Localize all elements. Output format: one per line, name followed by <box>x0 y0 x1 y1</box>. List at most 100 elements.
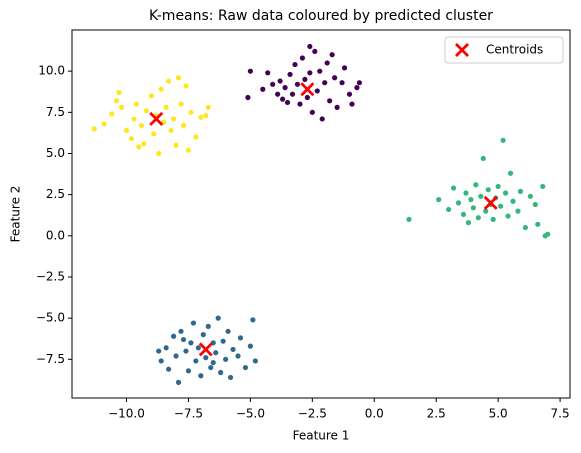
point <box>200 332 206 338</box>
point <box>334 104 340 110</box>
centroid <box>149 111 164 126</box>
point <box>463 190 469 196</box>
point <box>505 213 511 219</box>
point <box>215 315 221 321</box>
point <box>91 126 97 132</box>
point <box>148 93 154 99</box>
point <box>178 328 184 334</box>
point <box>307 43 313 50</box>
centroid <box>300 82 315 97</box>
point <box>180 122 187 129</box>
point <box>183 348 189 354</box>
point <box>299 55 306 61</box>
point <box>225 328 231 334</box>
point <box>170 333 177 339</box>
point <box>183 83 189 89</box>
point <box>198 373 204 379</box>
y-axis-label: Feature 2 <box>9 186 23 243</box>
point <box>190 320 197 326</box>
point <box>297 101 303 107</box>
point <box>210 359 216 366</box>
point <box>223 356 229 362</box>
point <box>515 208 521 214</box>
point <box>455 200 462 206</box>
x-tick-label: 7.5 <box>551 407 570 421</box>
point <box>535 221 541 227</box>
point <box>136 144 142 150</box>
point <box>502 190 509 196</box>
point <box>498 203 504 209</box>
x-axis-label: Feature 1 <box>293 429 350 443</box>
point <box>307 70 313 76</box>
x-tick-label: 5.0 <box>489 407 508 421</box>
point <box>522 224 529 231</box>
point <box>327 98 333 104</box>
point <box>193 134 199 140</box>
point <box>163 345 169 351</box>
point <box>178 101 184 107</box>
point <box>218 369 224 376</box>
point <box>450 185 457 191</box>
point <box>406 216 412 222</box>
point <box>490 216 496 222</box>
point <box>317 68 323 74</box>
point <box>289 91 296 97</box>
point <box>329 52 335 58</box>
point <box>341 65 348 71</box>
legend-label: Centroids <box>486 43 543 57</box>
point <box>195 345 201 351</box>
point <box>277 78 283 84</box>
point <box>532 201 538 208</box>
point <box>220 338 226 344</box>
point <box>245 94 251 101</box>
point <box>168 127 174 134</box>
point <box>158 86 164 92</box>
point <box>128 136 135 142</box>
point <box>158 358 164 364</box>
point <box>198 114 204 120</box>
point <box>170 116 177 122</box>
point <box>322 80 328 86</box>
point <box>188 340 194 346</box>
point <box>143 108 149 114</box>
point <box>173 353 179 359</box>
point <box>312 48 318 55</box>
point <box>346 91 353 97</box>
point <box>260 86 266 92</box>
point <box>205 104 211 110</box>
point <box>227 374 234 381</box>
point <box>517 188 524 194</box>
point <box>339 80 345 86</box>
point <box>314 88 320 94</box>
point <box>540 183 546 190</box>
point <box>465 220 472 226</box>
point <box>436 196 442 203</box>
point <box>470 205 476 211</box>
point <box>483 208 489 214</box>
y-tick-label: 2.5 <box>46 187 65 201</box>
point <box>284 99 291 106</box>
point <box>250 317 256 323</box>
point <box>304 94 310 101</box>
x-tick-label: −5.0 <box>236 407 265 421</box>
point <box>445 206 452 213</box>
point <box>151 131 157 137</box>
point <box>205 323 211 329</box>
point <box>480 155 486 162</box>
point <box>188 109 194 115</box>
point <box>109 111 115 117</box>
point <box>287 71 293 78</box>
point <box>101 121 107 127</box>
point <box>203 113 209 119</box>
centroid <box>198 342 213 357</box>
point <box>237 335 244 341</box>
point <box>292 61 298 68</box>
point <box>319 116 325 122</box>
y-tick-label: −5.0 <box>36 311 65 325</box>
point <box>475 215 481 221</box>
point <box>279 96 286 102</box>
point <box>235 353 241 359</box>
point <box>156 348 162 354</box>
point <box>354 85 360 91</box>
